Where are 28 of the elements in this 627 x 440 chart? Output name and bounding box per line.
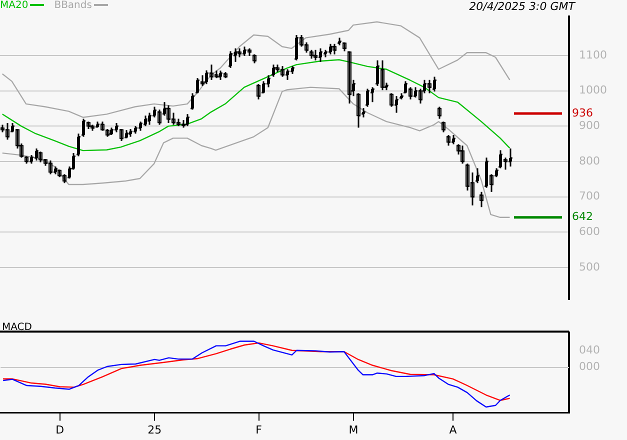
candlestick [332, 43, 336, 56]
ref-line-label: 642 [572, 210, 593, 224]
y-tick-label: 600 [579, 225, 600, 238]
x-tick-label: A [449, 423, 458, 436]
x-tick-label: D [56, 423, 64, 436]
y-tick-label: 900 [579, 119, 600, 132]
candlestick [252, 54, 256, 64]
y-tick-label: 1000 [579, 84, 607, 97]
y-tick-label: 800 [579, 154, 600, 168]
candlestick [442, 120, 446, 133]
ref-line-label: 936 [572, 106, 593, 120]
x-tick-label: M [348, 423, 358, 436]
legend-label: BBands [54, 0, 92, 11]
x-tick-label: F [256, 423, 262, 436]
chart-title: MACD [2, 322, 32, 333]
candlestick [310, 49, 314, 60]
text: 20/4/2025 3:0 GMT [469, 0, 575, 13]
candlestick [348, 50, 352, 104]
y-tick-label: 700 [579, 190, 600, 203]
y-tick-label: 000 [579, 360, 600, 374]
legend-label: MA20 [0, 0, 28, 11]
candlestick [480, 191, 484, 208]
y-tick-label: 500 [579, 260, 600, 274]
candlestick [438, 106, 442, 120]
candlestick [460, 144, 464, 164]
x-tick-label: 25 [148, 423, 162, 436]
y-tick-label: 040 [579, 344, 600, 357]
y-tick-label: 1100 [579, 48, 607, 62]
